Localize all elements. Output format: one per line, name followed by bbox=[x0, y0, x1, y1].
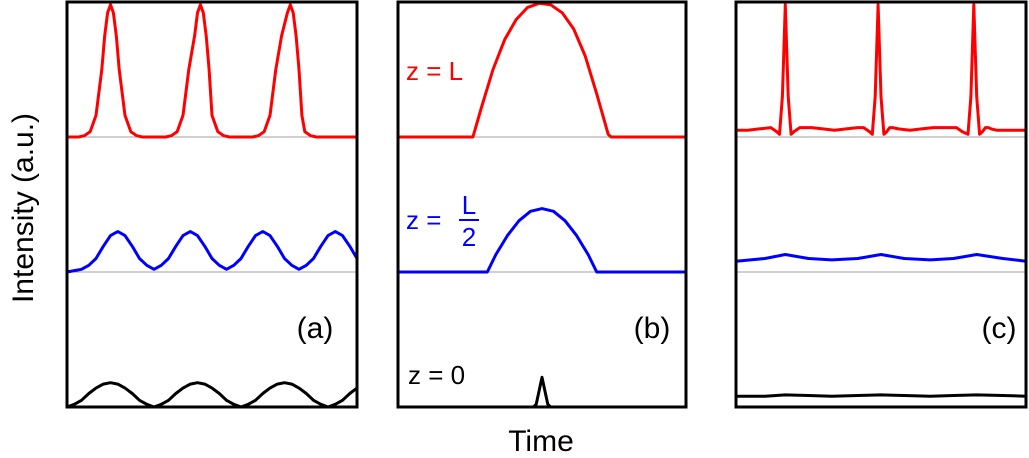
y-axis-label: Intensity (a.u.) bbox=[7, 113, 40, 303]
panel-label-c: (c) bbox=[982, 312, 1017, 345]
series-line-2 bbox=[65, 230, 359, 274]
annotation-z-L: z = L bbox=[406, 56, 463, 86]
panel-frame bbox=[396, 0, 688, 409]
panel-frame bbox=[734, 0, 1028, 409]
panel-b bbox=[396, 0, 688, 409]
annotation-z-0: z = 0 bbox=[408, 360, 465, 390]
panel-c bbox=[734, 0, 1028, 409]
annotation-z-half-prefix: z = bbox=[406, 205, 441, 235]
panel-label-a: (a) bbox=[297, 312, 334, 345]
panel-a bbox=[65, 0, 359, 409]
series-line-3 bbox=[65, 3, 359, 139]
panel-label-b: (b) bbox=[634, 312, 671, 345]
panel-frame bbox=[65, 0, 359, 409]
series-line-2 bbox=[734, 253, 1028, 263]
series-line-3 bbox=[396, 1, 688, 139]
series-line-1 bbox=[65, 381, 359, 409]
series-line-1 bbox=[734, 393, 1028, 398]
x-axis-label: Time bbox=[508, 425, 574, 458]
series-line-3 bbox=[734, 3, 1028, 136]
annotation-z-half-numerator: L bbox=[462, 190, 476, 220]
series-line-2 bbox=[396, 207, 688, 274]
annotation-z-half-denominator: 2 bbox=[462, 222, 476, 252]
